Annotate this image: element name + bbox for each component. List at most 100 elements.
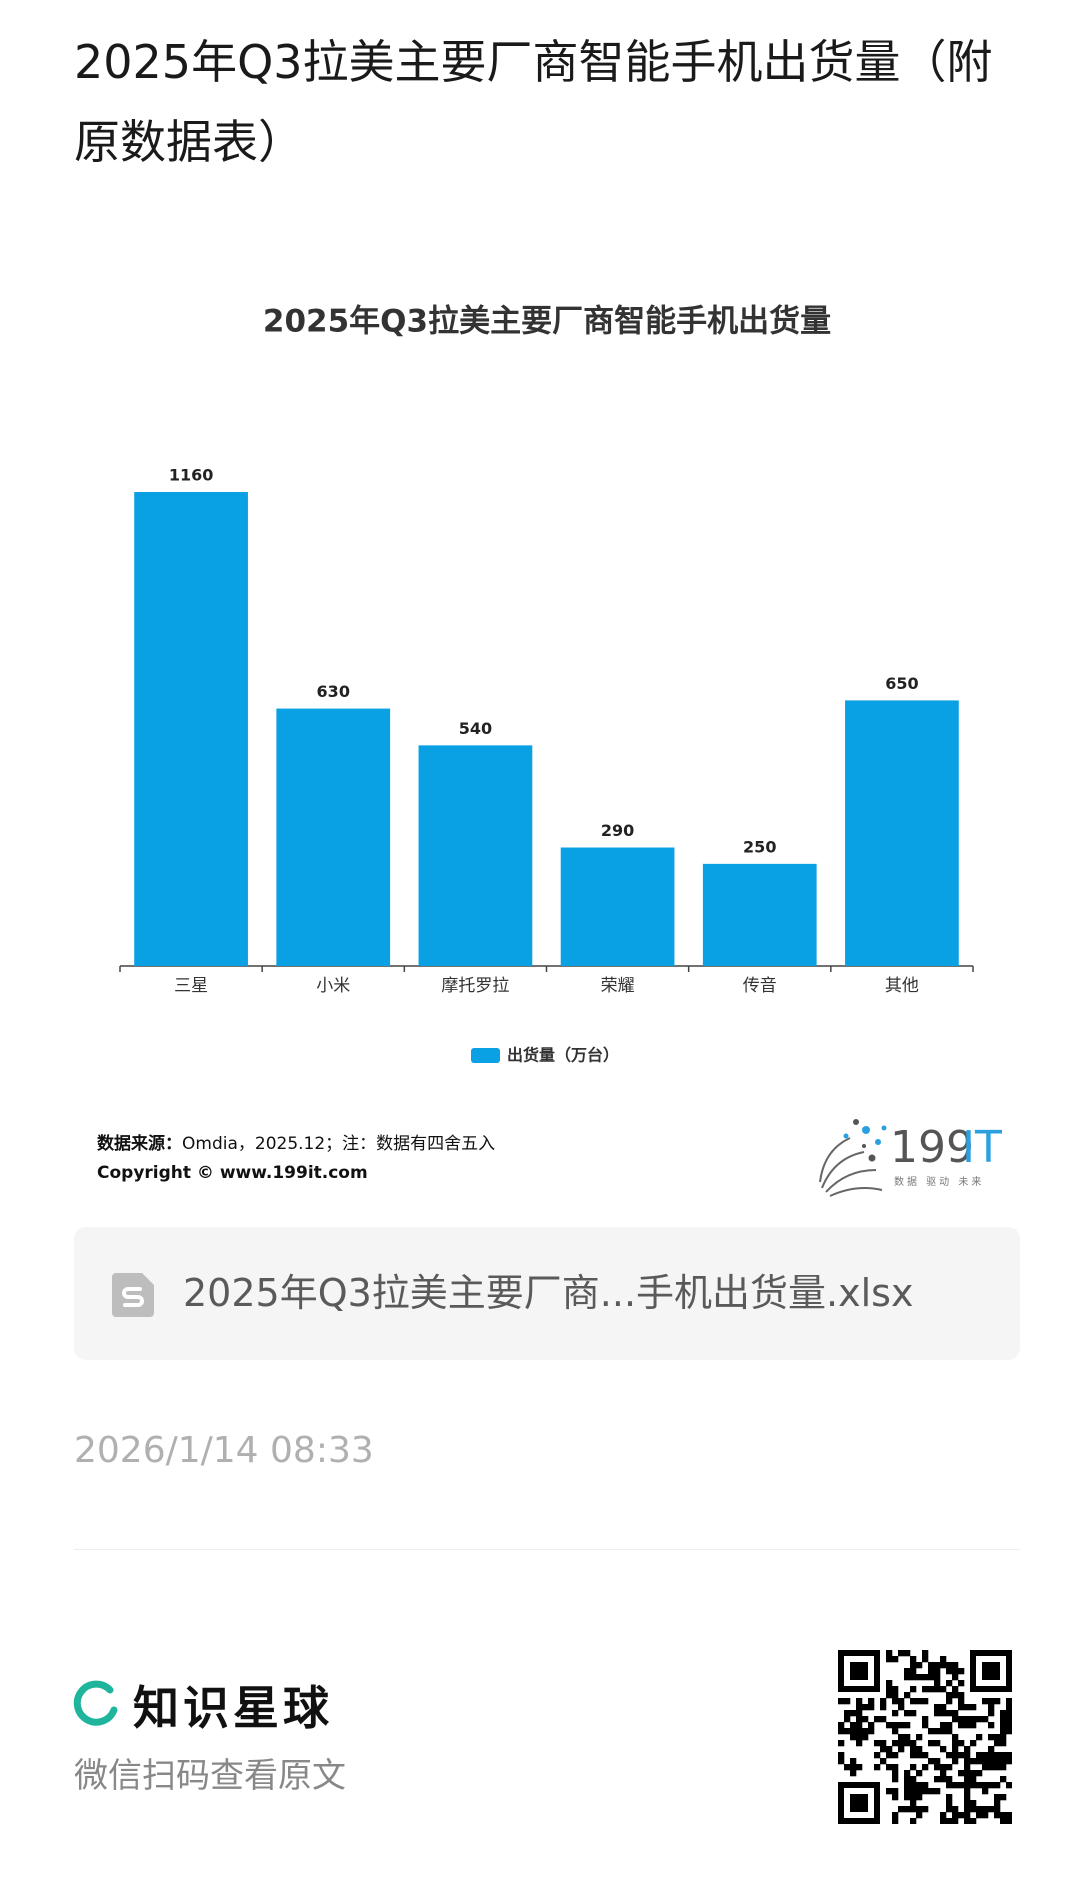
qr-module	[916, 1794, 923, 1801]
source-label: 数据来源：	[97, 1134, 182, 1154]
qr-module	[886, 1650, 893, 1657]
qr-module	[910, 1740, 917, 1747]
qr-module	[904, 1674, 911, 1681]
qr-module	[988, 1782, 995, 1789]
file-icon	[112, 1273, 154, 1317]
qr-module	[904, 1740, 911, 1747]
qr-module	[952, 1662, 959, 1669]
qr-module	[934, 1668, 941, 1675]
qr-module	[880, 1716, 887, 1723]
qr-module	[946, 1698, 953, 1705]
logo-dot	[881, 1125, 887, 1131]
qr-module	[1006, 1710, 1012, 1717]
qr-module	[1006, 1752, 1012, 1759]
qr-module	[922, 1674, 929, 1681]
qr-module	[1000, 1794, 1007, 1801]
attachment-filename[interactable]: 2025年Q3拉美主要厂商...手机出货量.xlsx	[183, 1271, 914, 1315]
qr-module	[964, 1818, 971, 1824]
qr-module	[886, 1656, 893, 1663]
qr-module	[952, 1806, 959, 1813]
qr-module	[904, 1788, 911, 1795]
qr-module	[892, 1740, 899, 1747]
qr-module	[964, 1812, 971, 1819]
brand-icon-ring	[73, 1680, 118, 1726]
qr-module	[916, 1734, 923, 1741]
qr-module	[988, 1764, 995, 1771]
qr-module	[946, 1818, 953, 1824]
qr-module	[856, 1764, 863, 1771]
qr-module	[880, 1704, 887, 1711]
qr-module	[940, 1746, 947, 1753]
qr-module	[916, 1662, 923, 1669]
qr-module	[850, 1722, 857, 1729]
qr-module	[946, 1722, 953, 1729]
bar	[845, 700, 959, 966]
qr-module	[946, 1776, 953, 1783]
qr-module	[904, 1782, 911, 1789]
qr-module	[844, 1716, 851, 1723]
qr-module	[970, 1722, 977, 1729]
qr-module	[988, 1704, 995, 1711]
qr-module	[916, 1806, 923, 1813]
qr-module	[880, 1758, 887, 1765]
qr-module	[886, 1788, 893, 1795]
qr-module	[988, 1758, 995, 1765]
qr-module	[964, 1752, 971, 1759]
qr-module	[994, 1740, 1001, 1747]
x-tick-label: 传音	[743, 976, 777, 996]
qr-module	[892, 1710, 899, 1717]
qr-module	[838, 1698, 845, 1705]
qr-module	[970, 1740, 977, 1747]
qr-module	[952, 1674, 959, 1681]
qr-module	[886, 1680, 893, 1687]
timestamp: 2026/1/14 08:33	[74, 1430, 374, 1471]
qr-module	[982, 1758, 989, 1765]
qr-module	[892, 1788, 899, 1795]
qr-module	[970, 1782, 977, 1789]
qr-module	[922, 1716, 929, 1723]
qr-module	[940, 1728, 947, 1735]
qr-module	[844, 1698, 851, 1705]
qr-module	[964, 1716, 971, 1723]
qr-module	[910, 1656, 917, 1663]
qr-module	[970, 1758, 977, 1765]
qr-module	[964, 1770, 971, 1777]
qr-module	[850, 1770, 857, 1777]
qr-module	[856, 1710, 863, 1717]
qr-module	[988, 1746, 995, 1753]
qr-code[interactable]	[838, 1650, 1012, 1824]
qr-module	[850, 1734, 857, 1741]
qr-module	[928, 1674, 935, 1681]
qr-module	[892, 1722, 899, 1729]
qr-module	[862, 1734, 869, 1741]
qr-module	[946, 1794, 953, 1801]
logo-dot	[853, 1119, 859, 1125]
qr-module	[970, 1818, 977, 1824]
logo-dot	[875, 1139, 881, 1145]
qr-module	[1000, 1722, 1007, 1729]
qr-module	[904, 1650, 911, 1657]
qr-module	[946, 1668, 953, 1675]
attachment-card[interactable]: 2025年Q3拉美主要厂商...手机出货量.xlsx	[74, 1227, 1020, 1360]
qr-module	[898, 1704, 905, 1711]
qr-module	[886, 1764, 893, 1771]
qr-module	[850, 1764, 857, 1771]
qr-module	[940, 1818, 947, 1824]
qr-module	[946, 1692, 953, 1699]
qr-module	[844, 1764, 851, 1771]
bar	[134, 492, 248, 966]
qr-module	[958, 1668, 965, 1675]
qr-module	[850, 1728, 857, 1735]
qr-module	[910, 1674, 917, 1681]
qr-module	[838, 1752, 845, 1759]
brand-icon	[73, 1680, 118, 1726]
qr-module	[922, 1698, 929, 1705]
qr-module	[940, 1662, 947, 1669]
qr-module	[988, 1734, 995, 1741]
qr-module	[862, 1728, 869, 1735]
qr-module	[982, 1788, 989, 1795]
qr-module	[904, 1776, 911, 1783]
qr-module	[952, 1710, 959, 1717]
qr-module	[904, 1806, 911, 1813]
qr-module	[952, 1734, 959, 1741]
